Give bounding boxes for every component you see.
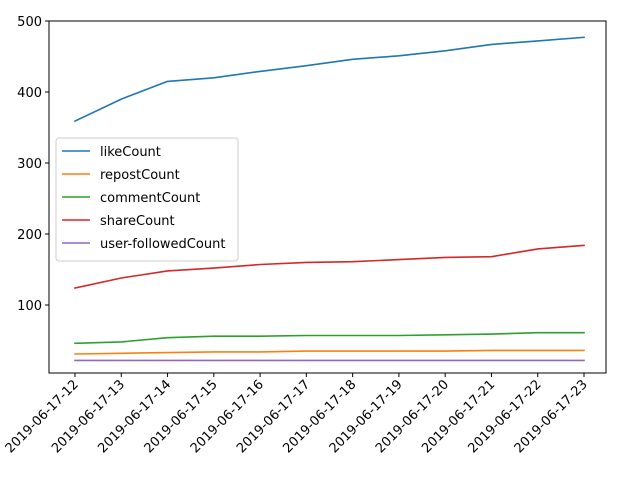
y-tick-label: 100 (17, 299, 42, 314)
y-tick-label: 300 (17, 157, 42, 172)
legend-label: shareCount (100, 214, 175, 229)
series-line-commentCount (74, 331, 585, 345)
legend-label: likeCount (100, 145, 161, 160)
y-axis: 100 200 300 400 500 (17, 15, 49, 314)
y-tick-label: 200 (17, 228, 42, 243)
series-line-repostCount (74, 349, 585, 355)
y-tick-label: 500 (17, 15, 42, 30)
legend-label: commentCount (100, 191, 200, 206)
y-tick-label: 400 (17, 86, 42, 101)
series-line-shareCount (74, 244, 585, 289)
legend-frame (55, 137, 239, 262)
legend-label: user-followedCount (100, 237, 225, 252)
series-line-likeCount (73, 36, 585, 123)
series-layer (73, 36, 585, 362)
legend: likeCount repostCount commentCount shareCou… (55, 137, 239, 262)
x-axis: 2019-06-17-122019-06-17-132019-06-17-142… (3, 373, 591, 456)
legend-label: repostCount (100, 168, 180, 183)
